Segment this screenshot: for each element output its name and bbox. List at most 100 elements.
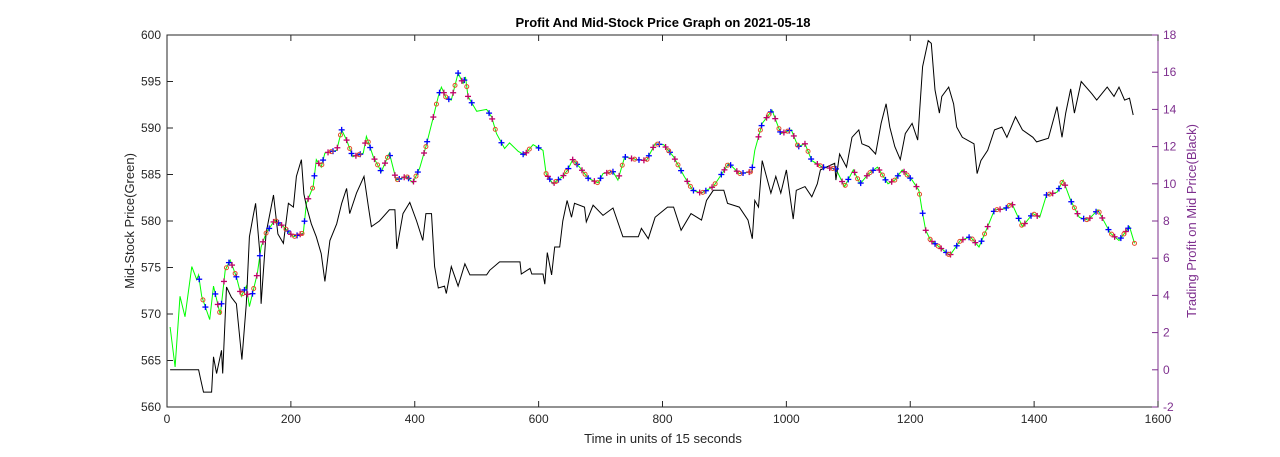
trade-marker-plus xyxy=(609,168,616,175)
trade-marker-plus xyxy=(953,242,960,249)
trade-marker-circle xyxy=(982,231,988,237)
y-axis-label-right: Trading Profit on Mid Price(Black) xyxy=(1184,124,1199,318)
trade-marker-circle xyxy=(573,160,579,166)
trade-marker-plus xyxy=(684,178,691,185)
y-tick-label-left: 580 xyxy=(141,214,161,228)
y-tick-label-right: 0 xyxy=(1163,363,1170,377)
x-tick-label: 1200 xyxy=(897,412,924,426)
trade-marker-plus xyxy=(662,144,669,151)
trade-marker-circle xyxy=(337,132,343,138)
trade-marker-plus xyxy=(294,232,301,239)
trade-marker-circle xyxy=(892,177,898,183)
y-tick-label-right: 8 xyxy=(1163,214,1170,228)
trade-marker-plus xyxy=(1125,225,1132,232)
trade-marker-plus xyxy=(569,156,576,163)
trade-marker-plus xyxy=(901,168,908,175)
trade-marker-plus xyxy=(410,178,417,185)
trade-marker-plus xyxy=(1055,185,1062,192)
trade-marker-plus xyxy=(320,157,327,164)
trade-marker-plus xyxy=(287,231,294,238)
trade-marker-plus xyxy=(1111,233,1118,240)
trade-marker-plus xyxy=(984,223,991,230)
trade-marker-plus xyxy=(938,245,945,252)
trade-marker-plus xyxy=(922,227,929,234)
trade-marker-circle xyxy=(1047,191,1053,197)
trade-marker-plus xyxy=(348,150,355,157)
trade-marker-circle xyxy=(433,101,439,107)
trade-marker-plus xyxy=(465,93,472,100)
x-axis-label: Time in units of 15 seconds xyxy=(584,431,742,446)
trade-marker-circle xyxy=(200,297,206,303)
trade-marker-plus xyxy=(325,149,332,156)
trade-marker-circle xyxy=(785,128,791,134)
trade-marker-circle xyxy=(757,127,763,133)
trade-marker-plus xyxy=(225,259,232,266)
trade-marker-plus xyxy=(520,151,527,158)
trade-marker-plus xyxy=(603,169,610,176)
trade-marker-circle xyxy=(553,178,559,184)
trade-marker-circle xyxy=(927,236,933,242)
trade-marker-circle xyxy=(855,176,861,182)
trade-marker-plus xyxy=(253,272,260,279)
trade-marker-circle xyxy=(687,183,693,189)
trade-marker-plus xyxy=(214,301,221,308)
y-tick-label-right: 14 xyxy=(1163,102,1177,116)
trade-marker-circle xyxy=(273,218,279,224)
trade-marker-plus xyxy=(301,218,308,225)
trade-marker-plus xyxy=(535,144,542,151)
x-tick-label: 1600 xyxy=(1145,412,1172,426)
trade-marker-plus xyxy=(932,240,939,247)
trade-marker-circle xyxy=(1096,209,1102,215)
trade-marker-plus xyxy=(367,144,374,151)
trade-marker-plus xyxy=(690,187,697,194)
trade-marker-circle xyxy=(632,156,638,162)
trade-marker-plus xyxy=(1049,190,1056,197)
trade-marker-plus xyxy=(832,165,839,172)
trade-marker-plus xyxy=(1105,226,1112,233)
trade-marker-circle xyxy=(283,226,289,232)
y-tick-label-right: 10 xyxy=(1163,177,1177,191)
trade-marker-circle xyxy=(607,169,613,175)
y-tick-label-right: 4 xyxy=(1163,288,1170,302)
trade-marker-circle xyxy=(375,162,381,168)
y-tick-label-left: 595 xyxy=(141,75,161,89)
trade-marker-circle xyxy=(526,146,532,152)
trade-marker-circle xyxy=(917,191,923,197)
trade-marker-plus xyxy=(740,170,747,177)
trade-marker-circle xyxy=(655,141,661,147)
trade-marker-plus xyxy=(616,172,623,179)
trade-marker-circle xyxy=(712,181,718,187)
trade-marker-plus xyxy=(196,276,203,283)
trade-marker-circle xyxy=(347,145,353,151)
trade-marker-circle xyxy=(292,233,298,239)
y-tick-label-right: 16 xyxy=(1163,65,1177,79)
trade-marker-plus xyxy=(468,99,475,106)
trade-marker-plus xyxy=(678,167,685,174)
mid-price-line xyxy=(169,71,1135,368)
trade-marker-plus xyxy=(622,153,629,160)
trade-marker-plus xyxy=(1068,198,1075,205)
trade-marker-circle xyxy=(582,171,588,177)
trade-marker-circle xyxy=(319,162,325,168)
trade-marker-circle xyxy=(217,309,223,315)
trade-marker-plus xyxy=(1009,201,1016,208)
trade-marker-plus xyxy=(458,77,465,84)
trade-marker-plus xyxy=(212,290,219,297)
trade-marker-plus xyxy=(334,144,341,151)
trade-marker-circle xyxy=(443,94,449,100)
trade-marker-plus xyxy=(1093,208,1100,215)
trade-marker-plus xyxy=(260,238,267,245)
trade-marker-plus xyxy=(486,110,493,117)
trade-marker-circle xyxy=(935,243,941,249)
trade-marker-plus xyxy=(371,156,378,163)
y-tick-label-right: 12 xyxy=(1163,140,1177,154)
trade-marker-plus xyxy=(894,172,901,179)
trade-marker-circle xyxy=(310,185,316,191)
trade-marker-plus xyxy=(338,126,345,133)
trade-marker-circle xyxy=(747,169,753,175)
trade-marker-plus xyxy=(498,139,505,146)
trade-marker-circle xyxy=(969,236,975,242)
trade-marker-plus xyxy=(1003,204,1010,211)
trade-marker-plus xyxy=(1117,235,1124,242)
trade-marker-circle xyxy=(365,139,371,145)
